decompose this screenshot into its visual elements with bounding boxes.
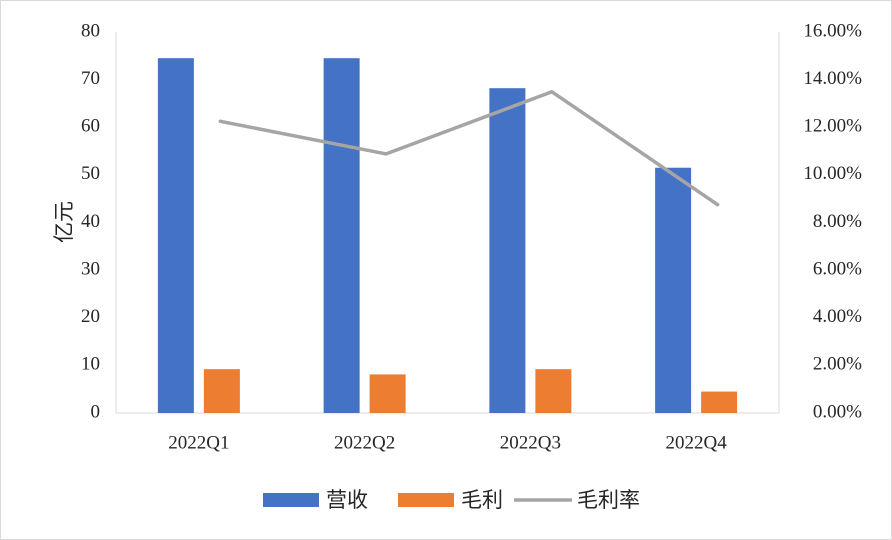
- left-tick-label: 0: [91, 401, 101, 422]
- gross-margin-point: [716, 203, 720, 207]
- right-tick-label: 0.00%: [813, 401, 862, 422]
- right-tick-label: 6.00%: [813, 258, 862, 279]
- category-labels: 2022Q1 2022Q2 2022Q3 2022Q4: [168, 432, 727, 453]
- left-tick-label: 80: [81, 20, 100, 41]
- category-label: 2022Q3: [500, 432, 561, 453]
- left-tick-label: 10: [81, 354, 100, 375]
- legend-swatch: [398, 493, 454, 507]
- gross-margin-point: [384, 152, 388, 156]
- right-tick-label: 4.00%: [813, 306, 862, 327]
- gross-profit-bar: [369, 374, 406, 413]
- gross-profit-bar: [535, 369, 572, 413]
- gross-margin-line: [218, 90, 720, 207]
- left-tick-label: 60: [81, 116, 100, 137]
- gross-margin-point: [218, 119, 222, 123]
- category-label: 2022Q4: [666, 432, 728, 453]
- right-tick-labels: 0.00% 2.00% 4.00% 6.00% 8.00% 10.00% 12.00% 14.…: [803, 20, 862, 422]
- revenue-bar: [489, 88, 526, 413]
- legend-label: 毛利: [461, 488, 503, 512]
- category-label: 2022Q2: [334, 432, 395, 453]
- right-tick-label: 8.00%: [813, 211, 862, 232]
- left-tick-label: 40: [81, 211, 100, 232]
- right-tick-label: 16.00%: [803, 20, 862, 41]
- right-tick-label: 2.00%: [813, 354, 862, 375]
- left-tick-label: 30: [81, 258, 100, 279]
- bars-layer: [157, 58, 738, 413]
- gross-margin-point: [550, 90, 554, 94]
- left-tick-labels: 0 10 20 30 40 50 60 70 80: [81, 20, 100, 422]
- revenue-bar: [655, 167, 692, 413]
- left-tick-label: 70: [81, 68, 100, 89]
- legend: 营收 毛利 毛利率: [263, 488, 640, 512]
- left-tick-label: 20: [81, 306, 100, 327]
- revenue-bar: [157, 58, 194, 413]
- gross-profit-bar: [203, 369, 240, 413]
- legend-label: 营收: [326, 488, 368, 512]
- legend-label: 毛利率: [577, 488, 640, 512]
- left-tick-label: 50: [81, 163, 100, 184]
- right-tick-label: 14.00%: [803, 68, 862, 89]
- gross-profit-bar: [701, 391, 738, 413]
- revenue-bar: [323, 58, 360, 413]
- legend-swatch: [263, 493, 319, 507]
- right-tick-label: 10.00%: [803, 163, 862, 184]
- right-tick-label: 12.00%: [803, 116, 862, 137]
- category-label: 2022Q1: [168, 432, 229, 453]
- y-axis-title: 亿元: [52, 201, 76, 243]
- line-layer: [218, 90, 720, 207]
